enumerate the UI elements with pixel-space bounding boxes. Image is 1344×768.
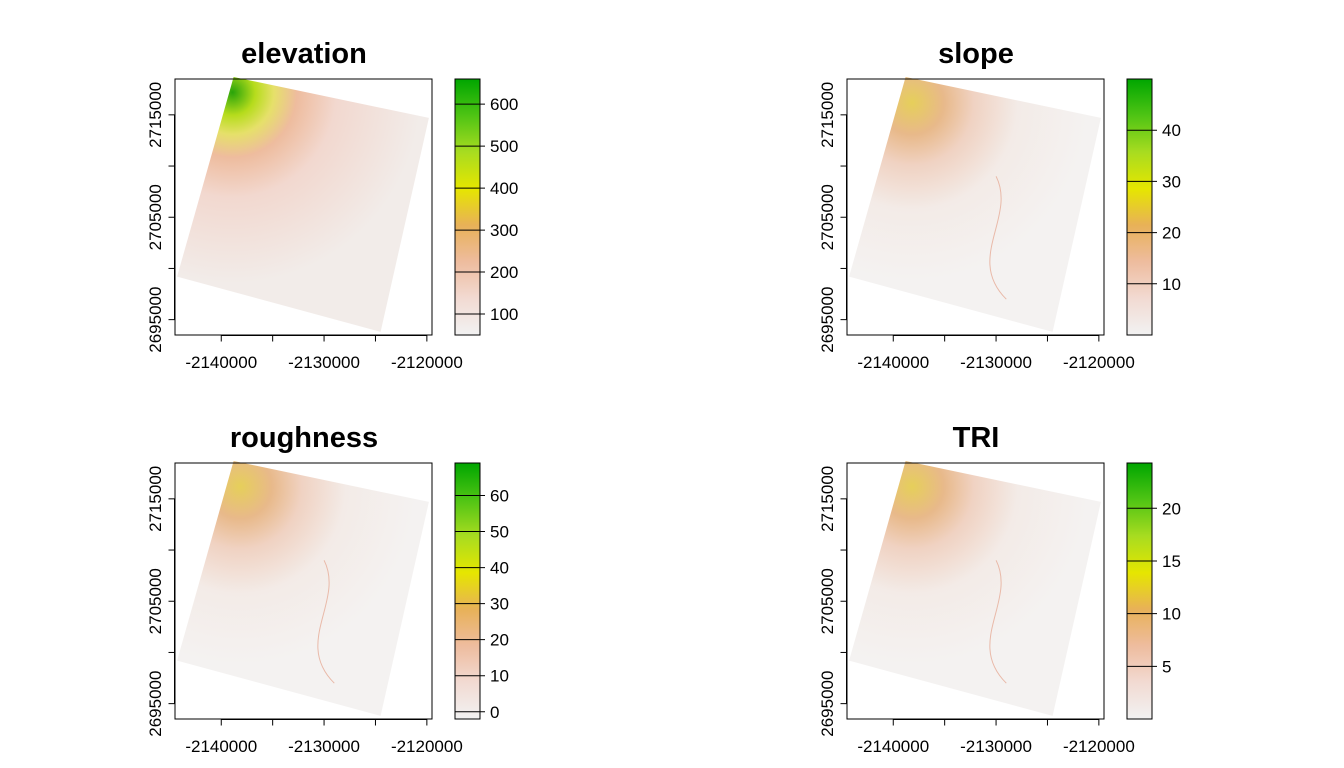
x-tick-label: -2130000 <box>288 353 360 372</box>
panel-title: roughness <box>230 422 378 454</box>
legend-tick-label: 600 <box>490 95 518 114</box>
legend-tick-label: 400 <box>490 179 518 198</box>
y-tick-label: 2705000 <box>146 568 165 634</box>
legend-tick-label: 0 <box>490 703 499 722</box>
drainage-line <box>989 176 1007 300</box>
panel-3: TRI -2140000 -2130000 -2120000 2695000 270500… <box>818 422 1181 756</box>
raster-surface <box>849 461 1101 716</box>
y-tick-label: 2695000 <box>818 671 837 737</box>
raster-surface <box>177 461 429 716</box>
legend-tick-label: 10 <box>1162 605 1181 624</box>
y-tick-label: 2705000 <box>818 184 837 250</box>
x-tick-label: -2140000 <box>185 353 257 372</box>
drainage-line <box>317 560 335 684</box>
legend-tick-label: 30 <box>490 595 509 614</box>
legend-tick-label: 500 <box>490 137 518 156</box>
x-tick-label: -2120000 <box>1063 737 1135 756</box>
panel-title: slope <box>938 38 1014 70</box>
legend-frame <box>1126 78 1153 336</box>
legend-tick-label: 30 <box>1162 172 1181 191</box>
y-tick-label: 2705000 <box>146 184 165 250</box>
legend-tick-label: 20 <box>490 631 509 650</box>
legend-tick-label: 40 <box>1162 121 1181 140</box>
x-tick-label: -2120000 <box>391 353 463 372</box>
drainage-line <box>989 560 1007 684</box>
legend-tick-label: 50 <box>490 523 509 542</box>
x-tick-label: -2140000 <box>857 737 929 756</box>
legend-frame <box>1126 462 1153 720</box>
y-tick-label: 2695000 <box>818 287 837 353</box>
x-tick-label: -2130000 <box>960 353 1032 372</box>
x-tick-label: -2120000 <box>1063 353 1135 372</box>
x-tick-label: -2130000 <box>960 737 1032 756</box>
legend-colorbar <box>1127 79 1152 335</box>
y-tick-label: 2695000 <box>146 671 165 737</box>
legend-tick-label: 100 <box>490 305 518 324</box>
x-tick-label: -2120000 <box>391 737 463 756</box>
legend-tick-label: 20 <box>1162 224 1181 243</box>
legend-tick-label: 40 <box>490 559 509 578</box>
y-tick-label: 2695000 <box>146 287 165 353</box>
legend-tick-label: 15 <box>1162 552 1181 571</box>
legend-tick-label: 300 <box>490 221 518 240</box>
raster-surface <box>177 77 429 332</box>
legend-colorbar <box>455 79 480 335</box>
y-tick-label: 2715000 <box>818 466 837 532</box>
legend-colorbar <box>455 463 480 719</box>
legend-colorbar <box>1127 463 1152 719</box>
y-tick-label: 2715000 <box>146 82 165 148</box>
panel-1: slope -2140000 -2130000 -2120000 2695000 2705… <box>818 38 1181 372</box>
y-tick-label: 2715000 <box>146 466 165 532</box>
panel-2: roughness -2140000 -2130000 -2120000 2695000… <box>146 422 509 756</box>
panel-title: TRI <box>953 422 1000 454</box>
y-tick-label: 2705000 <box>818 568 837 634</box>
x-tick-label: -2140000 <box>185 737 257 756</box>
legend-frame <box>454 462 481 720</box>
x-tick-label: -2130000 <box>288 737 360 756</box>
legend-tick-label: 20 <box>1162 499 1181 518</box>
legend-tick-label: 60 <box>490 486 509 505</box>
legend-tick-label: 5 <box>1162 657 1171 676</box>
panel-0: elevation -2140000 -2130000 -2120000 2695000… <box>146 38 518 372</box>
raster-surface <box>849 77 1101 332</box>
legend-tick-label: 10 <box>490 667 509 686</box>
panel-title: elevation <box>241 38 367 70</box>
x-tick-label: -2140000 <box>857 353 929 372</box>
y-tick-label: 2715000 <box>818 82 837 148</box>
legend-tick-label: 200 <box>490 263 518 282</box>
legend-frame <box>454 78 481 336</box>
legend-tick-label: 10 <box>1162 275 1181 294</box>
